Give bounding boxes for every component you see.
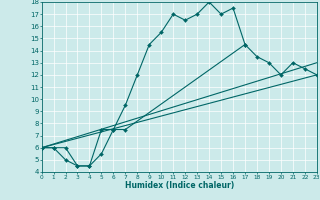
X-axis label: Humidex (Indice chaleur): Humidex (Indice chaleur): [124, 181, 234, 190]
